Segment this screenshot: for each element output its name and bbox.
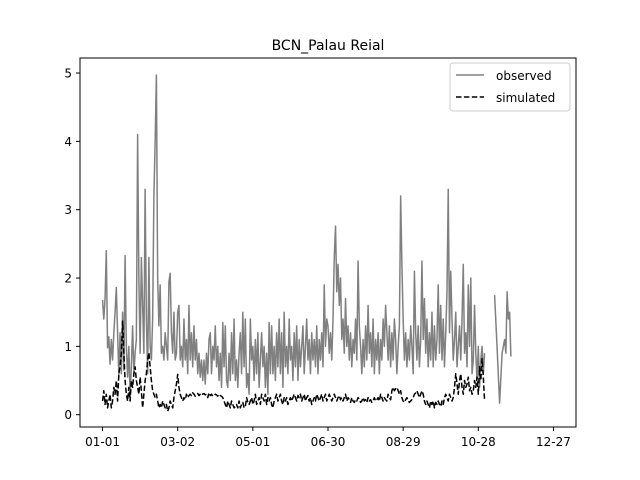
x-tick-label: 05-01 (235, 435, 270, 449)
series-line-observed (101, 74, 486, 399)
y-tick-label: 1 (64, 340, 72, 354)
y-axis: 0 1 2 3 4 5 (64, 67, 80, 422)
series-line-observed-segment-2 (493, 290, 512, 404)
y-tick-label: 5 (64, 67, 72, 81)
x-tick-label: 01-01 (85, 435, 120, 449)
series-line-simulated (101, 320, 486, 413)
x-tick-label: 08-29 (386, 435, 421, 449)
legend: observed simulated (449, 62, 571, 112)
x-tick-label: 03-02 (160, 435, 195, 449)
series-layer (101, 74, 512, 413)
x-tick-label: 06-30 (311, 435, 346, 449)
y-tick-label: 0 (64, 408, 72, 422)
legend-label-observed: observed (496, 69, 552, 83)
x-axis: 01-01 03-02 05-01 06-30 08-29 10-28 12-27 (85, 427, 571, 449)
y-tick-label: 2 (64, 272, 72, 286)
legend-label-simulated: simulated (496, 91, 555, 105)
y-tick-label: 4 (64, 135, 72, 149)
x-tick-label: 10-28 (461, 435, 496, 449)
x-tick-label: 12-27 (536, 435, 571, 449)
y-tick-label: 3 (64, 203, 72, 217)
chart-title: BCN_Palau Reial (272, 38, 385, 54)
